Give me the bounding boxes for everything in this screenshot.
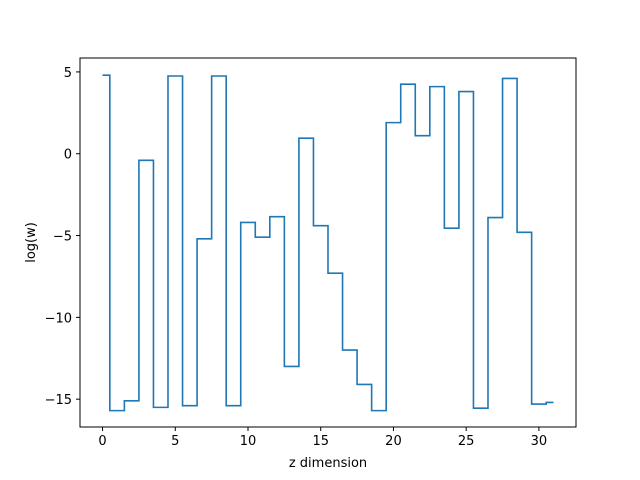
y-tick-label: 0 (64, 148, 72, 163)
y-tick-label: −10 (45, 311, 72, 326)
x-axis-label: z dimension (289, 456, 367, 471)
x-tick-label: 15 (312, 434, 329, 449)
y-tick-label: 5 (64, 66, 72, 81)
x-tick-label: 0 (98, 434, 106, 449)
x-tick-label: 10 (240, 434, 257, 449)
plot-frame (79, 57, 577, 428)
y-axis: 5 0 −5 −10 −15 (45, 66, 80, 408)
series-line (102, 74, 554, 412)
x-tick-label: 25 (458, 434, 475, 449)
x-tick-label: 30 (531, 434, 548, 449)
x-tick-label: 5 (171, 434, 179, 449)
y-tick-label: −15 (45, 393, 72, 408)
y-tick-label: −5 (53, 230, 72, 245)
x-tick-label: 20 (385, 434, 402, 449)
x-axis: 0 5 10 15 20 25 30 (98, 427, 547, 449)
y-axis-label: log(w) (24, 222, 39, 263)
